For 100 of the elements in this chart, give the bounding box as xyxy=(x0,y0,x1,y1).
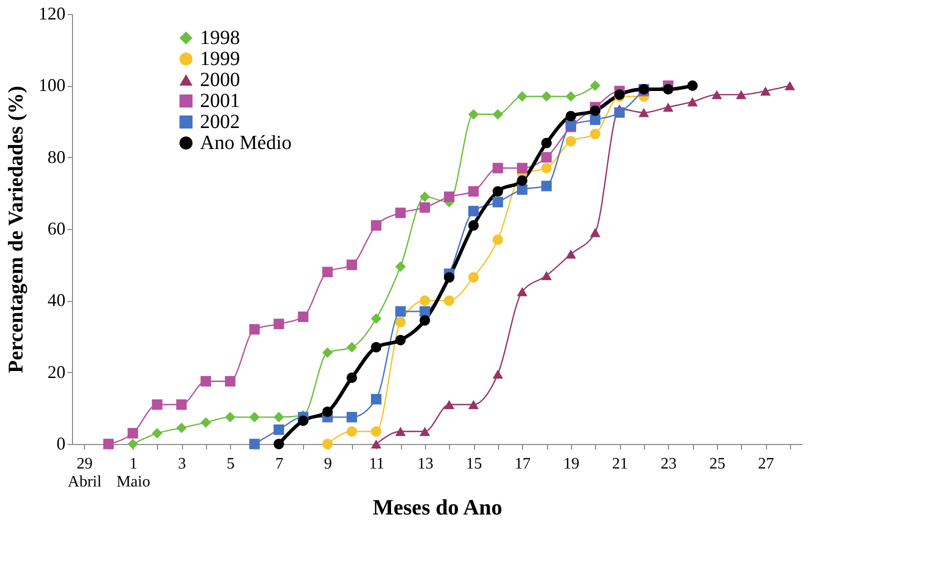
x-tick-label: 25 xyxy=(709,456,726,472)
point xyxy=(468,400,479,410)
point xyxy=(274,424,284,435)
y-tick-label: 0 xyxy=(56,434,66,454)
point xyxy=(468,206,479,216)
legend-label: 2002 xyxy=(200,111,240,133)
point xyxy=(420,315,430,326)
point xyxy=(492,196,504,208)
point xyxy=(395,334,406,346)
x-tick-label: 17 xyxy=(514,456,531,472)
x-tick-label: 1 Maio xyxy=(116,456,150,490)
point xyxy=(516,287,528,296)
point xyxy=(614,107,625,118)
point xyxy=(370,426,382,437)
legend-label: Ano Médio xyxy=(200,132,292,154)
point xyxy=(370,394,382,404)
point xyxy=(200,417,212,428)
point xyxy=(176,399,187,410)
y-tick-label: 100 xyxy=(38,75,66,96)
point xyxy=(322,438,333,450)
y-tick-label: 20 xyxy=(48,362,66,382)
point xyxy=(492,186,504,197)
point xyxy=(784,81,796,90)
point xyxy=(346,426,358,437)
point xyxy=(395,208,406,218)
point xyxy=(444,192,454,202)
point xyxy=(662,84,674,94)
point xyxy=(590,80,600,91)
point xyxy=(541,180,552,192)
point xyxy=(152,428,162,438)
point xyxy=(274,438,284,450)
legend-label: 1999 xyxy=(200,48,240,70)
y-tick-label: 40 xyxy=(48,290,66,310)
point xyxy=(128,438,138,450)
point xyxy=(200,376,212,387)
y-tick-label: 120 xyxy=(38,4,66,24)
point xyxy=(492,370,504,379)
point xyxy=(492,234,504,245)
x-tick-label: 29 Abril xyxy=(68,456,102,490)
point xyxy=(516,162,528,174)
point xyxy=(395,261,406,272)
legend-label: 1998 xyxy=(200,27,240,49)
point xyxy=(444,295,454,306)
point xyxy=(541,152,552,163)
legend-label: 2001 xyxy=(200,90,240,112)
point xyxy=(590,114,600,125)
x-tick-label: 21 xyxy=(612,456,628,472)
point xyxy=(566,250,576,259)
x-tick-label: 9 xyxy=(324,456,332,472)
point xyxy=(420,295,430,306)
point xyxy=(516,175,528,186)
point xyxy=(590,106,600,116)
point xyxy=(736,90,746,100)
point xyxy=(590,128,600,140)
x-tick-label: 13 xyxy=(417,456,434,472)
x-tick-label: 15 xyxy=(466,456,482,472)
point xyxy=(346,372,358,383)
point xyxy=(395,316,406,328)
x-tick-label: 11 xyxy=(368,456,384,472)
point xyxy=(541,162,552,174)
point xyxy=(420,306,430,317)
point xyxy=(516,91,528,102)
point xyxy=(468,109,479,120)
x-tick-label: 5 xyxy=(226,456,235,472)
point xyxy=(370,220,382,231)
point xyxy=(346,260,358,270)
point xyxy=(687,97,698,106)
point xyxy=(541,138,552,148)
point xyxy=(176,422,187,434)
point xyxy=(298,312,308,322)
y-axis-title: Percentagem de Variedades (%) xyxy=(4,86,28,374)
point xyxy=(224,412,236,422)
y-tick-label: 80 xyxy=(48,146,66,167)
point xyxy=(662,102,674,112)
x-tick-label: 19 xyxy=(563,456,580,472)
point xyxy=(468,220,479,231)
point xyxy=(322,266,333,278)
point xyxy=(444,400,454,410)
point xyxy=(638,108,650,118)
point xyxy=(687,80,698,91)
point xyxy=(249,438,260,450)
point xyxy=(346,412,358,422)
x-tick-label: 3 xyxy=(178,456,186,472)
point xyxy=(541,91,552,102)
point xyxy=(590,228,600,238)
point xyxy=(516,184,528,195)
point xyxy=(322,347,333,358)
point xyxy=(492,109,504,120)
point xyxy=(128,428,138,438)
point xyxy=(468,272,479,283)
point xyxy=(152,399,162,410)
point xyxy=(346,342,358,352)
point xyxy=(370,439,382,449)
point xyxy=(274,412,284,422)
point xyxy=(566,91,576,102)
point xyxy=(420,202,430,213)
point xyxy=(468,186,479,197)
point xyxy=(224,376,236,387)
point xyxy=(370,342,382,352)
y-tick-label: 60 xyxy=(48,218,66,238)
